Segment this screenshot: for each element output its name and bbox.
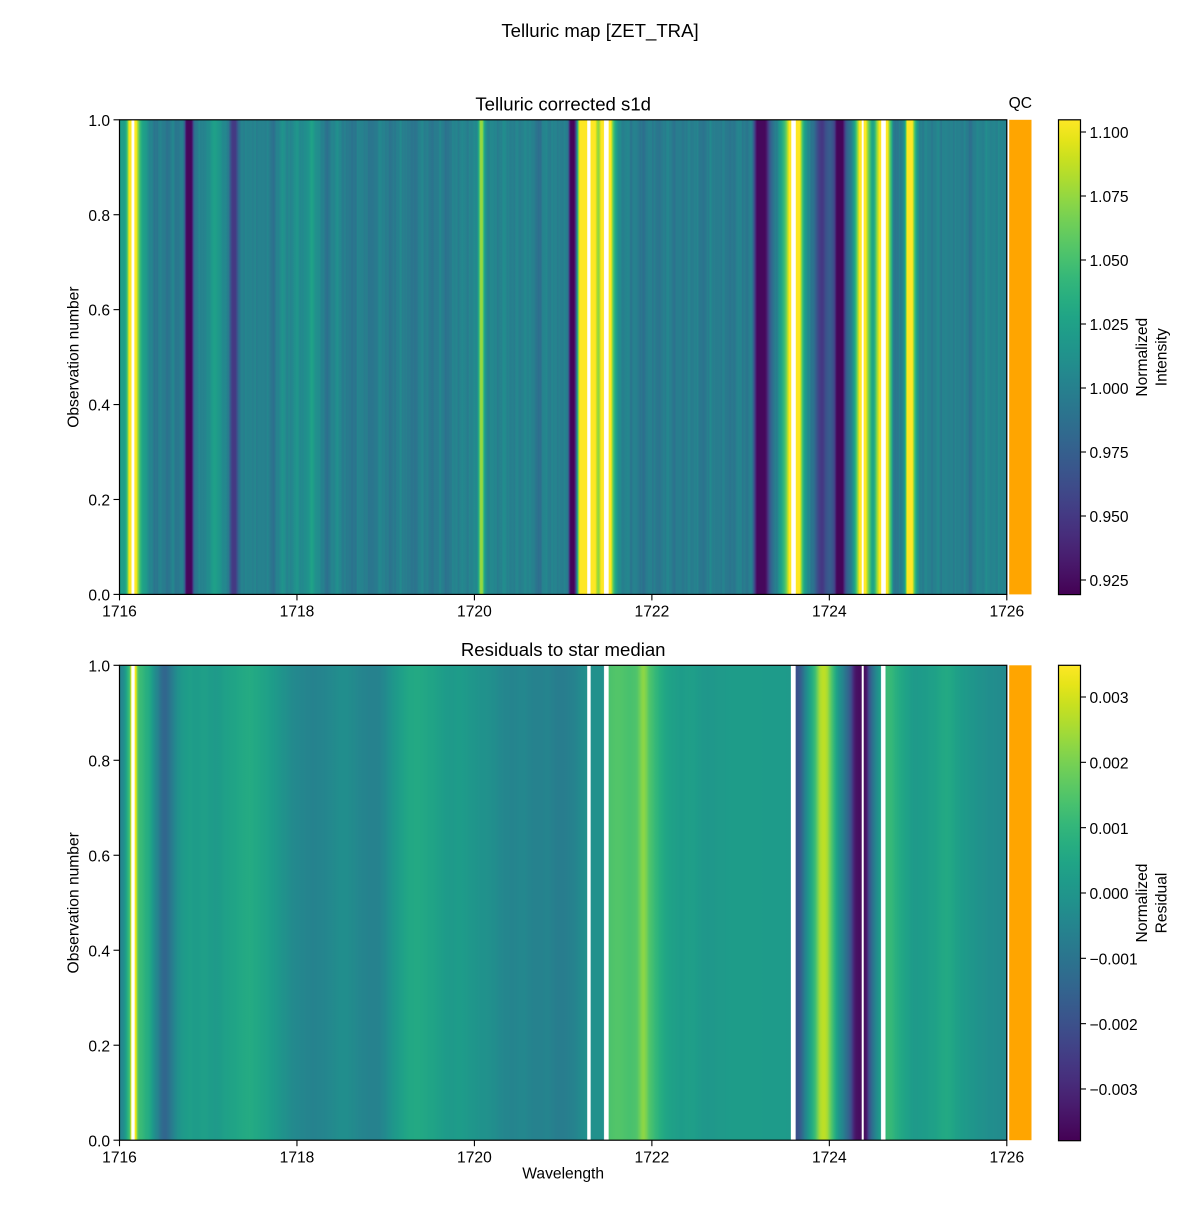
svg-text:0.4: 0.4: [88, 943, 110, 960]
svg-text:0.2: 0.2: [88, 493, 110, 510]
svg-text:0.003: 0.003: [1090, 690, 1129, 707]
svg-text:1720: 1720: [457, 604, 492, 621]
svg-text:Telluric corrected s1d: Telluric corrected s1d: [475, 93, 651, 114]
svg-text:0.6: 0.6: [88, 848, 110, 865]
svg-text:1.075: 1.075: [1090, 189, 1129, 206]
svg-text:1.0: 1.0: [88, 113, 110, 130]
svg-text:1722: 1722: [635, 1150, 670, 1167]
svg-text:Observation number: Observation number: [66, 832, 83, 973]
svg-text:1716: 1716: [102, 1150, 137, 1167]
svg-text:0.8: 0.8: [88, 208, 110, 225]
svg-text:0.0: 0.0: [88, 588, 110, 605]
svg-text:0.002: 0.002: [1090, 755, 1129, 772]
svg-text:−0.002: −0.002: [1090, 1017, 1138, 1034]
svg-text:−0.001: −0.001: [1090, 951, 1138, 968]
svg-text:1726: 1726: [989, 604, 1024, 621]
svg-text:QC: QC: [1009, 95, 1032, 112]
svg-text:0.001: 0.001: [1090, 821, 1129, 838]
svg-text:Residual: Residual: [1153, 873, 1170, 934]
svg-text:Telluric map [ZET_TRA]: Telluric map [ZET_TRA]: [501, 20, 698, 42]
svg-text:0.4: 0.4: [88, 398, 110, 415]
svg-text:1726: 1726: [989, 1150, 1024, 1167]
svg-text:1.100: 1.100: [1090, 125, 1129, 142]
svg-text:0.6: 0.6: [88, 303, 110, 320]
svg-text:0.0: 0.0: [88, 1133, 110, 1150]
svg-text:1.000: 1.000: [1090, 381, 1129, 398]
svg-text:1722: 1722: [635, 604, 670, 621]
svg-text:Normalized: Normalized: [1134, 864, 1151, 943]
svg-text:1724: 1724: [812, 604, 847, 621]
svg-text:0.8: 0.8: [88, 753, 110, 770]
svg-text:1.025: 1.025: [1090, 317, 1129, 334]
svg-text:Observation number: Observation number: [66, 286, 83, 427]
svg-text:0.2: 0.2: [88, 1038, 110, 1055]
svg-text:−0.003: −0.003: [1090, 1082, 1138, 1099]
svg-text:0.000: 0.000: [1090, 886, 1129, 903]
svg-text:0.925: 0.925: [1090, 573, 1129, 590]
svg-text:Wavelength: Wavelength: [522, 1166, 604, 1183]
svg-text:1724: 1724: [812, 1150, 847, 1167]
svg-text:1.050: 1.050: [1090, 253, 1129, 270]
svg-text:1718: 1718: [280, 604, 315, 621]
svg-text:1718: 1718: [280, 1150, 315, 1167]
svg-text:Intensity: Intensity: [1153, 328, 1170, 386]
svg-text:1.0: 1.0: [88, 658, 110, 675]
svg-text:1716: 1716: [102, 604, 137, 621]
svg-text:0.975: 0.975: [1090, 445, 1129, 462]
svg-text:0.950: 0.950: [1090, 509, 1129, 526]
svg-text:Normalized: Normalized: [1134, 318, 1151, 397]
svg-text:Residuals to star median: Residuals to star median: [461, 639, 666, 660]
svg-text:1720: 1720: [457, 1150, 492, 1167]
